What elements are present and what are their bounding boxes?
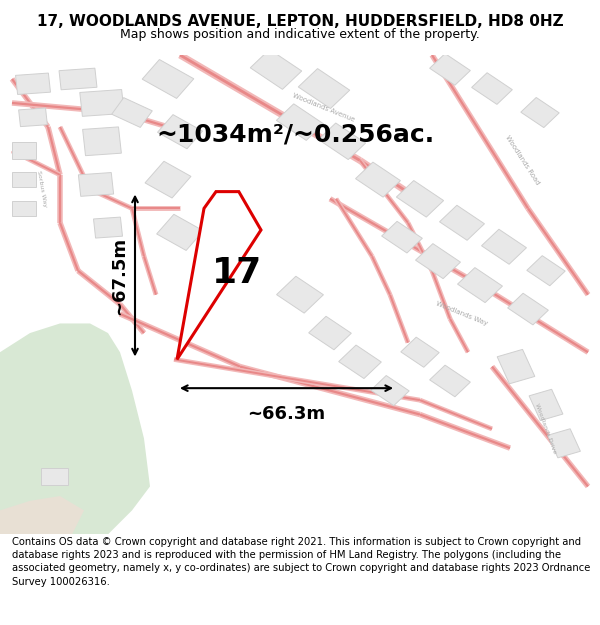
Polygon shape xyxy=(83,127,121,156)
Polygon shape xyxy=(12,142,36,159)
Polygon shape xyxy=(177,192,261,359)
Polygon shape xyxy=(12,201,36,216)
Text: ~1034m²/~0.256ac.: ~1034m²/~0.256ac. xyxy=(156,122,434,146)
Polygon shape xyxy=(548,429,580,458)
Polygon shape xyxy=(19,108,47,127)
Polygon shape xyxy=(80,89,124,116)
Polygon shape xyxy=(430,365,470,397)
Polygon shape xyxy=(142,59,194,98)
Polygon shape xyxy=(529,389,563,421)
Polygon shape xyxy=(397,181,443,217)
Text: Woodlands Way: Woodlands Way xyxy=(436,301,488,327)
Polygon shape xyxy=(458,268,502,302)
Polygon shape xyxy=(277,276,323,313)
Polygon shape xyxy=(250,49,302,89)
Text: Woodlands Road: Woodlands Road xyxy=(504,134,540,186)
Text: Woodlands Avenue: Woodlands Avenue xyxy=(292,92,356,123)
Polygon shape xyxy=(79,173,113,196)
Polygon shape xyxy=(94,217,122,238)
Text: Woodlands Drive: Woodlands Drive xyxy=(535,403,557,455)
Polygon shape xyxy=(508,293,548,325)
Text: Contains OS data © Crown copyright and database right 2021. This information is : Contains OS data © Crown copyright and d… xyxy=(12,537,590,587)
Polygon shape xyxy=(472,72,512,104)
Polygon shape xyxy=(158,114,202,149)
Polygon shape xyxy=(41,469,67,485)
Polygon shape xyxy=(277,104,323,141)
Polygon shape xyxy=(112,98,152,128)
Polygon shape xyxy=(16,73,50,94)
Polygon shape xyxy=(497,349,535,384)
Text: 17: 17 xyxy=(212,256,262,290)
Polygon shape xyxy=(298,69,350,109)
Polygon shape xyxy=(356,162,400,197)
Polygon shape xyxy=(527,256,565,286)
Text: Sorbus Way: Sorbus Way xyxy=(37,171,47,208)
Polygon shape xyxy=(308,316,352,350)
Polygon shape xyxy=(482,229,526,264)
Polygon shape xyxy=(12,173,36,187)
Polygon shape xyxy=(371,376,409,406)
Polygon shape xyxy=(430,54,470,85)
Text: ~67.5m: ~67.5m xyxy=(110,236,128,314)
Text: 17, WOODLANDS AVENUE, LEPTON, HUDDERSFIELD, HD8 0HZ: 17, WOODLANDS AVENUE, LEPTON, HUDDERSFIE… xyxy=(37,14,563,29)
Polygon shape xyxy=(401,337,439,367)
Polygon shape xyxy=(0,496,84,534)
Polygon shape xyxy=(0,324,150,534)
Polygon shape xyxy=(521,98,559,128)
Text: ~66.3m: ~66.3m xyxy=(247,405,326,423)
Polygon shape xyxy=(157,214,203,251)
Polygon shape xyxy=(145,161,191,198)
Polygon shape xyxy=(59,68,97,90)
Polygon shape xyxy=(416,244,460,279)
Polygon shape xyxy=(382,221,422,253)
Polygon shape xyxy=(440,205,484,240)
Text: Map shows position and indicative extent of the property.: Map shows position and indicative extent… xyxy=(120,28,480,41)
Polygon shape xyxy=(338,345,382,379)
Polygon shape xyxy=(319,123,365,159)
